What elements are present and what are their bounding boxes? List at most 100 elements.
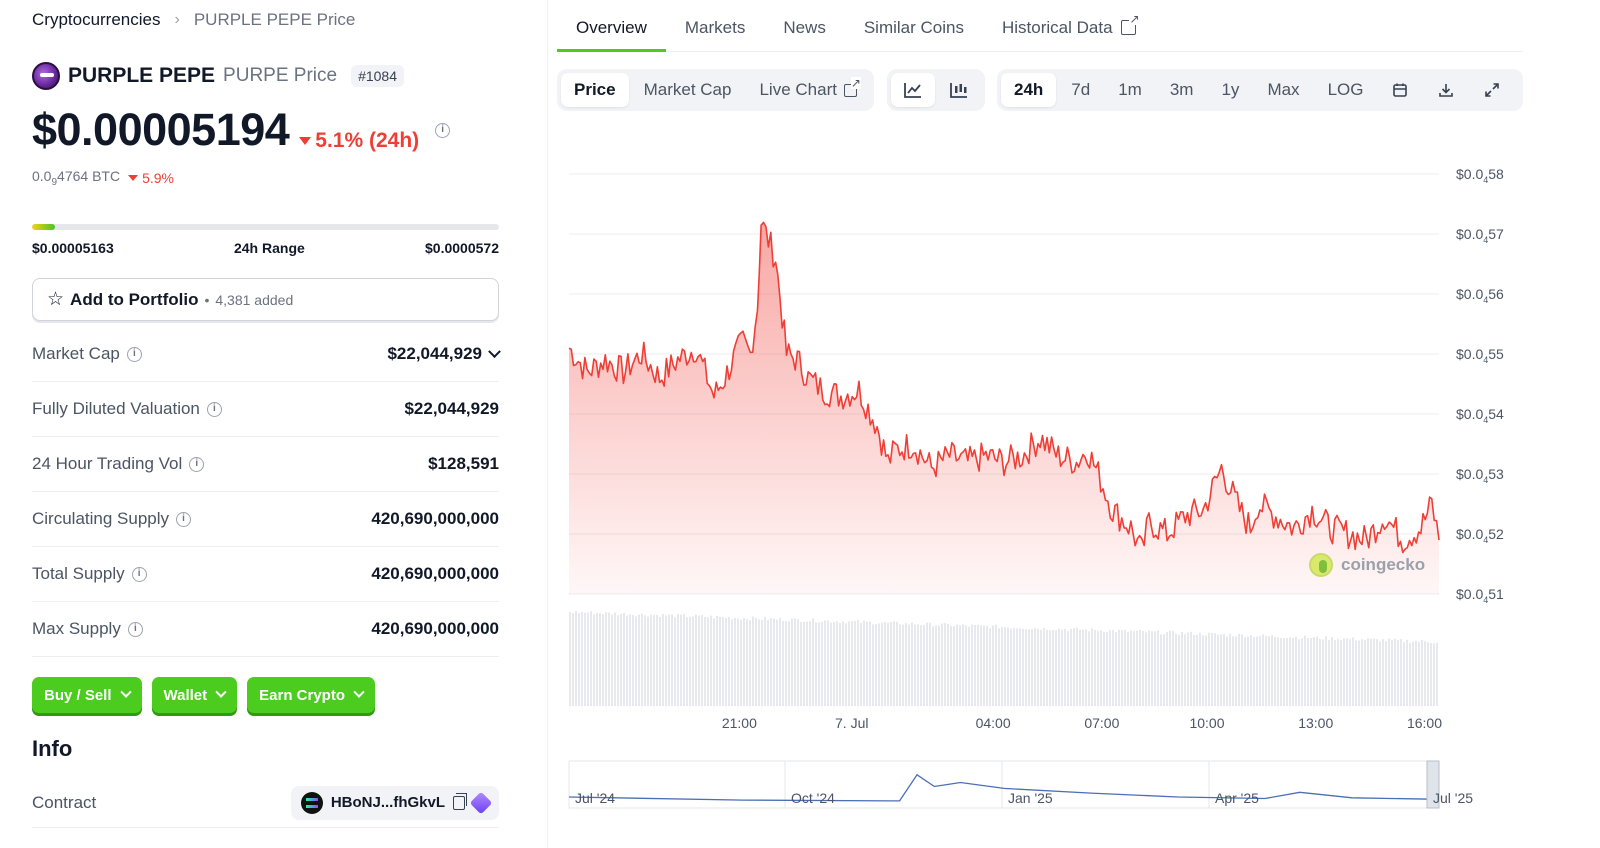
price-row: $0.00005194 5.1% (24h) i	[32, 104, 451, 156]
chevron-down-icon	[353, 686, 365, 698]
volume-bar	[1208, 632, 1210, 706]
volume-bar	[1121, 630, 1123, 706]
tab-historical-data[interactable]: Historical Data	[983, 0, 1155, 52]
info-icon[interactable]: i	[126, 346, 142, 362]
tab-markets[interactable]: Markets	[666, 0, 764, 52]
tab-label: Overview	[576, 18, 647, 37]
volume-bar	[926, 622, 928, 706]
volume-bar	[1265, 635, 1267, 706]
volume-bar	[1088, 631, 1090, 706]
volume-bar	[1334, 640, 1336, 706]
volume-bar	[953, 625, 955, 706]
x-tick-label: 07:00	[1084, 715, 1119, 731]
volume-bar	[833, 622, 835, 706]
add-to-portfolio-button[interactable]: ☆ Add to Portfolio • 4,381 added	[32, 278, 499, 321]
live-chart-button[interactable]: Live Chart	[746, 73, 869, 107]
stat-row-max-supply: Max Supply i 420,690,000,000	[32, 602, 499, 657]
earn-crypto-button[interactable]: Earn Crypto	[247, 677, 376, 713]
volume-bar	[1148, 630, 1150, 706]
log-scale-button[interactable]: LOG	[1315, 73, 1377, 107]
fullscreen-button[interactable]	[1470, 73, 1514, 107]
volume-bar	[653, 615, 655, 706]
stat-value: $128,591	[428, 454, 499, 474]
range-1y-label: 1y	[1221, 80, 1240, 99]
breadcrumb-separator-icon: ›	[174, 11, 180, 28]
tab-label: Similar Coins	[863, 18, 964, 37]
explorer-gem-icon[interactable]	[469, 791, 493, 814]
volume-bar	[1154, 631, 1156, 706]
volume-bar	[1202, 635, 1204, 706]
range-3m-button[interactable]: 3m	[1157, 73, 1207, 107]
volume-bar	[959, 625, 961, 706]
copy-icon[interactable]	[453, 792, 467, 810]
range-1y-button[interactable]: 1y	[1208, 73, 1252, 107]
portfolio-separator: •	[204, 291, 210, 308]
range-1m-label: 1m	[1118, 80, 1142, 99]
info-icon[interactable]: i	[189, 456, 205, 472]
info-icon[interactable]: i	[206, 401, 222, 417]
volume-bar	[836, 621, 838, 706]
range-24h-button[interactable]: 24h	[1001, 73, 1057, 107]
chevron-down-icon[interactable]	[488, 344, 501, 358]
volume-bar	[1013, 627, 1015, 706]
volume-bar	[1376, 639, 1378, 706]
volume-bar	[569, 612, 571, 706]
line-chart-icon	[904, 83, 921, 98]
volume-bar	[1001, 627, 1003, 706]
volume-bar	[1214, 633, 1216, 706]
volume-bar	[668, 614, 670, 706]
volume-bar	[1205, 635, 1207, 706]
stat-value-text: 420,690,000,000	[371, 564, 499, 583]
volume-bar	[1106, 632, 1108, 706]
line-chart-button[interactable]	[891, 73, 935, 107]
volume-bar	[1199, 632, 1201, 706]
range-max-label: Max	[1267, 80, 1300, 99]
stat-value-text: 420,690,000,000	[371, 619, 499, 638]
volume-bar	[605, 612, 607, 706]
volume-bar	[875, 624, 877, 706]
range-7d-button[interactable]: 7d	[1058, 73, 1103, 107]
volume-bar	[707, 617, 709, 706]
navigator-label: Jul '24	[575, 790, 615, 806]
24h-range-labels: $0.00005163 24h Range $0.0000572	[32, 240, 499, 256]
metric-price-button[interactable]: Price	[561, 73, 629, 107]
price-chart[interactable]: $0.0458 $0.0457 $0.0456 $0.0455 $0.0454 $0.04…	[557, 130, 1523, 830]
info-icon[interactable]: i	[176, 511, 192, 527]
24h-range-fill	[32, 224, 56, 230]
info-icon[interactable]: i	[435, 122, 451, 138]
range-1m-button[interactable]: 1m	[1105, 73, 1155, 107]
volume-bar	[992, 625, 994, 706]
stat-row-market-cap[interactable]: Market Cap i $22,044,929	[32, 327, 501, 382]
stat-label-text: Fully Diluted Valuation	[32, 399, 200, 418]
volume-bar	[617, 615, 619, 706]
volume-bar	[686, 617, 688, 706]
y-tick-label: $0.0451	[1456, 586, 1504, 605]
price-chart-svg[interactable]: $0.0458 $0.0457 $0.0456 $0.0455 $0.0454 $0.04…	[557, 130, 1523, 830]
navigator-handle	[1426, 760, 1440, 809]
breadcrumb-cryptocurrencies[interactable]: Cryptocurrencies	[32, 10, 161, 29]
volume-bar	[1316, 636, 1318, 706]
volume-bar	[1391, 639, 1393, 706]
calendar-button[interactable]	[1378, 73, 1422, 107]
volume-bar	[572, 613, 574, 706]
volume-bar	[1298, 639, 1300, 706]
info-icon[interactable]: i	[127, 621, 143, 637]
buy-sell-button[interactable]: Buy / Sell	[32, 677, 142, 713]
wallet-button[interactable]: Wallet	[151, 677, 238, 713]
info-icon[interactable]: i	[131, 566, 147, 582]
volume-bar	[1409, 642, 1411, 706]
volume-bar	[1109, 630, 1111, 706]
navigator-line	[568, 773, 1440, 802]
volume-bar	[1292, 637, 1294, 706]
tab-similar-coins[interactable]: Similar Coins	[845, 0, 983, 52]
wallet-label: Wallet	[163, 686, 208, 704]
contract-address-pill[interactable]: HBoNJ...fhGkvL	[290, 785, 499, 820]
tab-news[interactable]: News	[764, 0, 845, 52]
metric-market-cap-button[interactable]: Market Cap	[631, 73, 745, 107]
candlestick-chart-button[interactable]	[937, 73, 981, 107]
range-max-button[interactable]: Max	[1254, 73, 1312, 107]
tab-overview[interactable]: Overview	[557, 0, 666, 52]
volume-bar	[1016, 628, 1018, 706]
download-button[interactable]	[1424, 73, 1468, 107]
volume-bar	[1403, 642, 1405, 706]
